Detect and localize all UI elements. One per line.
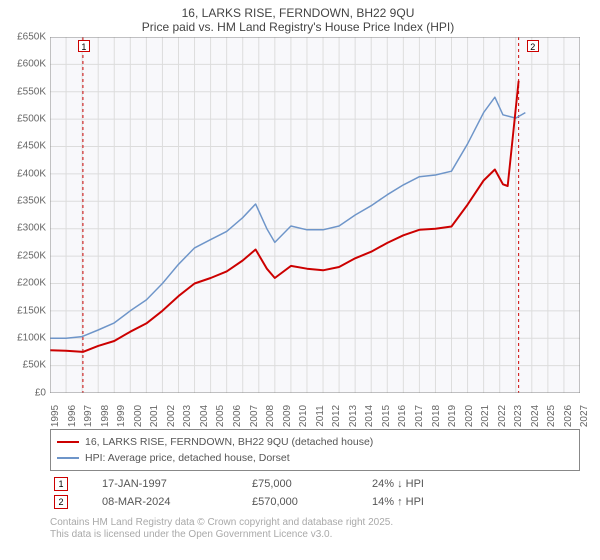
title-block: 16, LARKS RISE, FERNDOWN, BH22 9QU Price… <box>6 6 590 35</box>
legend-item: 16, LARKS RISE, FERNDOWN, BH22 9QU (deta… <box>57 434 573 450</box>
x-tick-label: 2026 <box>563 405 574 427</box>
x-tick-label: 2027 <box>579 405 590 427</box>
legend: 16, LARKS RISE, FERNDOWN, BH22 9QU (deta… <box>50 429 580 471</box>
figure: 16, LARKS RISE, FERNDOWN, BH22 9QU Price… <box>0 0 600 560</box>
chart-svg <box>50 37 580 393</box>
datapoint-marker: 1 <box>54 477 68 491</box>
x-tick-label: 2011 <box>315 405 326 427</box>
legend-item: HPI: Average price, detached house, Dors… <box>57 450 573 466</box>
x-tick-label: 2021 <box>480 405 491 427</box>
x-tick-label: 1997 <box>83 405 94 427</box>
attribution: Contains HM Land Registry data © Crown c… <box>50 515 580 541</box>
x-tick-label: 2013 <box>348 405 359 427</box>
y-tick-label: £300K <box>6 223 46 234</box>
chart-marker: 1 <box>78 40 90 52</box>
x-tick-label: 2020 <box>464 405 475 427</box>
x-tick-label: 2024 <box>530 405 541 427</box>
x-tick-label: 2010 <box>298 405 309 427</box>
y-tick-label: £550K <box>6 86 46 97</box>
x-tick-label: 2007 <box>249 405 260 427</box>
x-tick-label: 2015 <box>381 405 392 427</box>
y-tick-label: £50K <box>6 360 46 371</box>
y-tick-label: £650K <box>6 31 46 42</box>
x-tick-label: 2022 <box>497 405 508 427</box>
x-tick-label: 2003 <box>182 405 193 427</box>
x-tick-label: 2025 <box>546 405 557 427</box>
x-tick-label: 2004 <box>199 405 210 427</box>
title-address: 16, LARKS RISE, FERNDOWN, BH22 9QU <box>6 6 590 20</box>
x-tick-label: 2000 <box>133 405 144 427</box>
x-tick-label: 2001 <box>149 405 160 427</box>
y-tick-label: £500K <box>6 113 46 124</box>
y-tick-label: £450K <box>6 141 46 152</box>
legend-label: 16, LARKS RISE, FERNDOWN, BH22 9QU (deta… <box>85 436 373 448</box>
datapoint-row: 1 17-JAN-1997£75,00024% ↓ HPI <box>54 477 576 491</box>
x-tick-label: 1996 <box>67 405 78 427</box>
chart-area: £0£50K£100K£150K£200K£250K£300K£350K£400… <box>50 37 580 393</box>
x-tick-label: 1999 <box>116 405 127 427</box>
legend-swatch <box>57 457 79 459</box>
x-tick-label: 2009 <box>282 405 293 427</box>
attribution-line1: Contains HM Land Registry data © Crown c… <box>50 517 580 529</box>
datapoint-pct: 14% ↑ HPI <box>372 496 492 508</box>
attribution-line2: This data is licensed under the Open Gov… <box>50 529 580 541</box>
y-tick-label: £600K <box>6 59 46 70</box>
x-tick-label: 2002 <box>166 405 177 427</box>
y-tick-label: £0 <box>6 387 46 398</box>
x-tick-label: 2012 <box>331 405 342 427</box>
x-tick-label: 1998 <box>100 405 111 427</box>
x-tick-label: 2008 <box>265 405 276 427</box>
x-tick-label: 1995 <box>50 405 61 427</box>
datapoints-table: 1 17-JAN-1997£75,00024% ↓ HPI 2 08-MAR-2024… <box>50 471 580 515</box>
x-tick-label: 2016 <box>397 405 408 427</box>
datapoint-price: £75,000 <box>252 478 372 490</box>
x-tick-label: 2019 <box>447 405 458 427</box>
datapoint-row: 2 08-MAR-2024£570,00014% ↑ HPI <box>54 495 576 509</box>
datapoint-price: £570,000 <box>252 496 372 508</box>
datapoint-date: 08-MAR-2024 <box>102 496 252 508</box>
x-tick-label: 2005 <box>215 405 226 427</box>
y-tick-label: £150K <box>6 305 46 316</box>
x-tick-label: 2014 <box>364 405 375 427</box>
datapoint-date: 17-JAN-1997 <box>102 478 252 490</box>
chart-marker: 2 <box>527 40 539 52</box>
y-tick-label: £100K <box>6 333 46 344</box>
x-tick-label: 2017 <box>414 405 425 427</box>
y-tick-label: £350K <box>6 196 46 207</box>
y-tick-label: £400K <box>6 168 46 179</box>
legend-swatch <box>57 441 79 443</box>
x-tick-label: 2023 <box>513 405 524 427</box>
x-tick-label: 2018 <box>431 405 442 427</box>
x-tick-label: 2006 <box>232 405 243 427</box>
title-subtitle: Price paid vs. HM Land Registry's House … <box>6 20 590 34</box>
datapoint-marker: 2 <box>54 495 68 509</box>
datapoint-pct: 24% ↓ HPI <box>372 478 492 490</box>
y-tick-label: £250K <box>6 250 46 261</box>
legend-label: HPI: Average price, detached house, Dors… <box>85 452 290 464</box>
y-tick-label: £200K <box>6 278 46 289</box>
